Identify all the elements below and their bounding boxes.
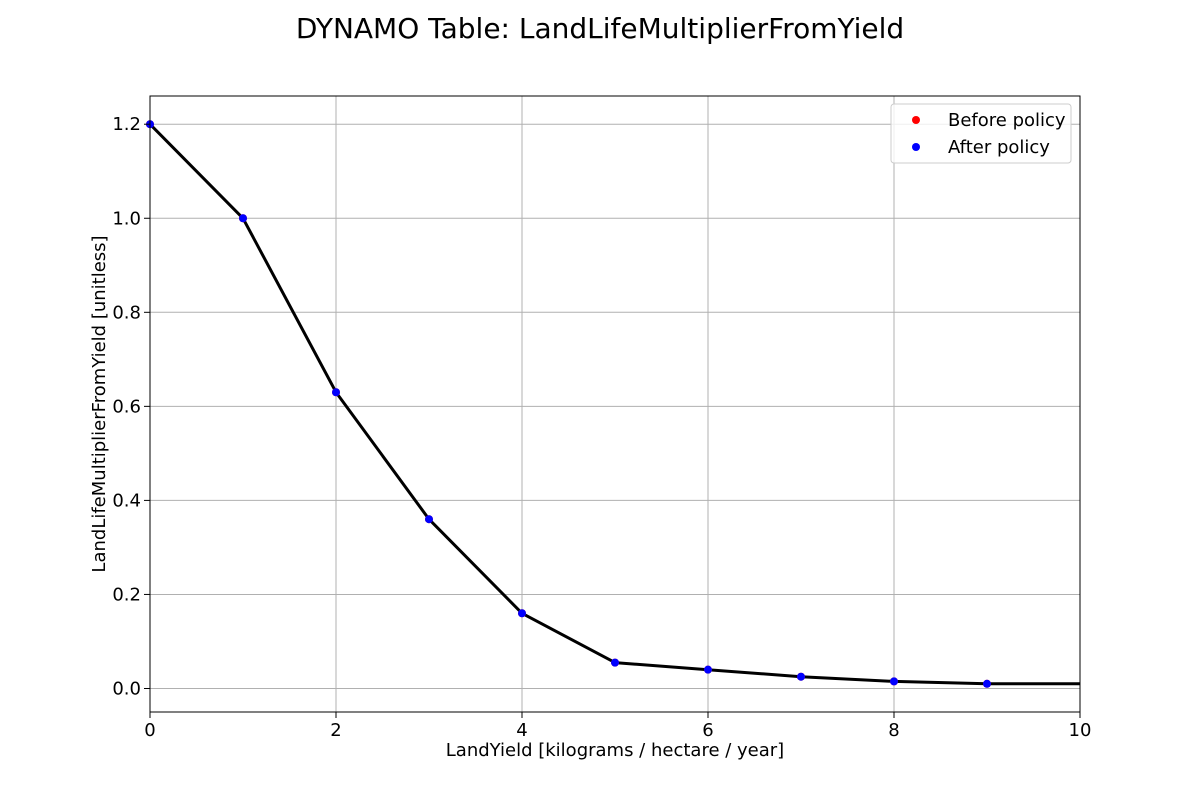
x-tick-label: 2 — [330, 720, 341, 741]
grid — [149, 96, 1081, 712]
x-axis-ticks: 0 2 4 6 8 10 — [144, 712, 1091, 741]
legend-box — [890, 103, 1072, 164]
y-axis-ticks: 0.0 0.2 0.4 0.6 0.8 1.0 1.2 — [112, 114, 150, 699]
legend-label: After policy — [948, 137, 1050, 158]
data-point-series-2 — [983, 679, 991, 688]
y-tick-label: 0.4 — [112, 490, 141, 511]
x-tick-label: 10 — [1069, 720, 1092, 741]
plot-line-group — [148, 123, 1080, 686]
plot-frame — [149, 95, 1081, 713]
x-tick-label: 6 — [702, 720, 713, 741]
y-tick-label: 0.8 — [112, 302, 141, 323]
chart-title: DYNAMO Table: LandLifeMultiplierFromYiel… — [296, 12, 904, 45]
data-points-group — [146, 120, 991, 688]
y-tick-label: 1.2 — [112, 114, 141, 135]
y-tick-label: 0.2 — [112, 584, 141, 605]
x-tick-label: 8 — [888, 720, 899, 741]
series-line — [148, 123, 1080, 686]
data-point-series-2 — [425, 515, 433, 524]
legend-marker — [912, 143, 920, 151]
y-tick-label: 0.6 — [112, 396, 141, 417]
x-axis-label: LandYield [kilograms / hectare / year] — [446, 740, 784, 761]
data-point-series-2 — [611, 658, 619, 667]
x-tick-label: 4 — [516, 720, 527, 741]
legend-label: Before policy — [948, 110, 1066, 131]
data-point-series-2 — [332, 388, 340, 397]
legend: Before policy After policy — [890, 103, 1072, 164]
data-point-series-2 — [797, 672, 805, 681]
y-tick-label: 0.0 — [112, 678, 141, 699]
data-point-series-2 — [518, 609, 526, 618]
x-tick-label: 0 — [144, 720, 155, 741]
data-point-series-2 — [890, 677, 898, 686]
data-point-series-2 — [239, 214, 247, 223]
y-axis-label: LandLifeMultiplierFromYield [unitless] — [89, 235, 110, 572]
y-tick-label: 1.0 — [112, 208, 141, 229]
legend-marker — [912, 116, 920, 124]
data-point-series-2 — [704, 665, 712, 674]
